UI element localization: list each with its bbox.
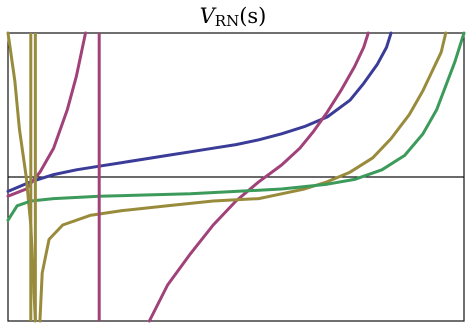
chart-title-subscript: RN <box>215 12 239 30</box>
chart-title-argument: (s) <box>239 4 266 28</box>
series-layer <box>6 31 466 323</box>
series-line-3 <box>147 31 370 323</box>
vertical-lines-layer <box>29 33 101 321</box>
series-line-1 <box>6 31 393 193</box>
chart-title: VRN(s) <box>200 4 267 30</box>
series-line-6 <box>6 31 466 222</box>
series-line-4 <box>6 31 37 323</box>
series-line-5 <box>38 31 448 323</box>
chart-title-symbol: V <box>200 4 217 28</box>
